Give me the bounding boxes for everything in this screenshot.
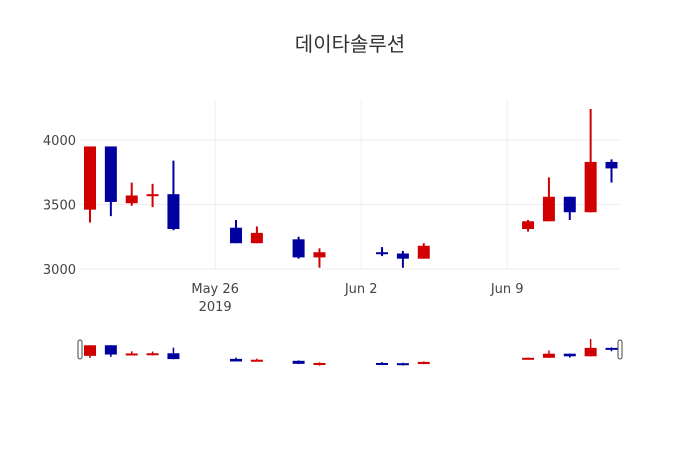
y-axis: 3000 3500 4000: [43, 134, 76, 278]
candle: [417, 243, 430, 259]
slider-candle: [292, 360, 305, 365]
candle: [104, 146, 117, 217]
slider-candle: [84, 345, 96, 359]
slider-candle: [522, 357, 535, 360]
x-tick-year: 2019: [199, 300, 232, 315]
candle: [250, 226, 263, 244]
slider-candle: [250, 358, 263, 362]
slider-candle: [396, 362, 409, 366]
candle: [313, 248, 326, 268]
candle: [584, 109, 597, 213]
range-slider-left-handle[interactable]: [77, 339, 83, 360]
candle: [292, 236, 305, 259]
slider-candle: [584, 339, 597, 357]
candles: [84, 109, 618, 268]
slider-candle: [230, 357, 243, 362]
candle: [522, 219, 535, 232]
candle: [542, 177, 555, 222]
slider-candle: [146, 351, 159, 356]
x-tick-label: May 26: [191, 282, 239, 297]
candle: [84, 146, 96, 223]
x-axis: May 26 2019 Jun 2 Jun 9: [191, 282, 523, 315]
range-slider-right-handle[interactable]: [617, 339, 623, 360]
candle: [146, 183, 159, 208]
x-tick-label: Jun 9: [490, 282, 524, 297]
candle: [230, 219, 243, 244]
candle: [605, 159, 618, 183]
candle: [376, 247, 389, 257]
candle: [563, 196, 576, 220]
slider-candle: [542, 350, 555, 358]
chart-title: 데이타솔루션: [294, 32, 406, 56]
y-tick-label: 3500: [43, 199, 76, 214]
slider-candle: [417, 361, 430, 365]
slider-candle: [563, 353, 576, 358]
slider-candle: [605, 347, 618, 352]
candle: [167, 160, 180, 231]
slider-candle: [313, 362, 326, 366]
slider-candle: [167, 347, 180, 360]
y-tick-label: 3000: [43, 263, 76, 278]
slider-candle: [104, 345, 117, 357]
candle: [125, 182, 138, 206]
y-tick-label: 4000: [43, 134, 76, 149]
x-tick-label: Jun 2: [344, 282, 378, 297]
gridlines: [80, 100, 620, 270]
slider-candle: [376, 362, 389, 365]
slider-candle: [125, 351, 138, 356]
candle: [396, 250, 409, 268]
range-slider[interactable]: [77, 339, 623, 366]
